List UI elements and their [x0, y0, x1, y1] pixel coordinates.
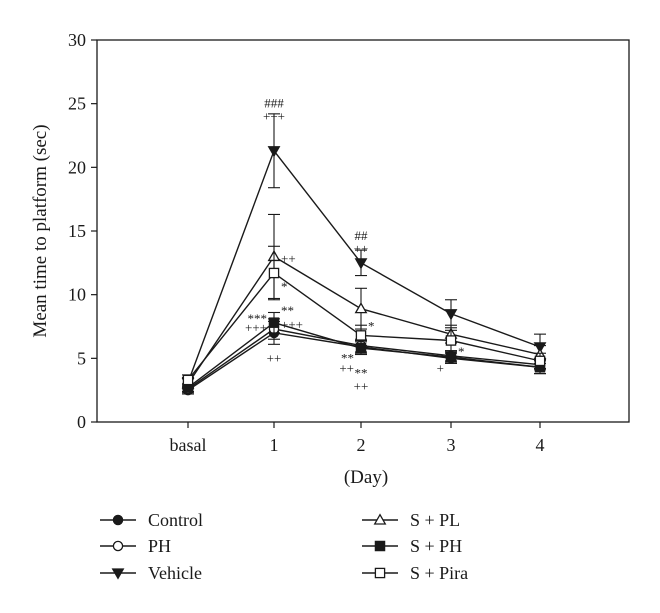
- annotation-15: ++: [354, 378, 369, 393]
- axes: 0 5 10 15 20 25 30 basal 1 2 3 4: [68, 30, 630, 455]
- legend-label-0: Control: [148, 510, 203, 530]
- annotation-9: ##: [355, 228, 369, 243]
- legend-item-1: PH: [100, 536, 171, 556]
- legend-marker-5: [374, 567, 386, 579]
- series-5-point-0: [182, 374, 194, 386]
- series-5-point-3: [445, 335, 457, 346]
- annotation-7: +++: [281, 317, 303, 332]
- series-5-point-2: [355, 330, 367, 341]
- annotation-12: **: [341, 350, 354, 365]
- series-5-point-4: [534, 355, 546, 367]
- series-5: [182, 245, 546, 386]
- legend-marker-4: [374, 540, 386, 552]
- annotation-13: ++: [339, 361, 354, 376]
- y-tick-label-6: 30: [68, 30, 86, 50]
- y-tick-label-5: 25: [68, 94, 86, 114]
- series-5-point-1: [268, 267, 280, 279]
- x-tick-label-2: 2: [357, 435, 366, 455]
- series-2-point-2: [354, 258, 368, 270]
- legend-label-2: Vehicle: [148, 563, 202, 583]
- annotation-16: *: [458, 344, 465, 359]
- legend-marker-3: [373, 513, 387, 525]
- y-axis-label: Mean time to platform (sec): [30, 124, 51, 337]
- x-tick-label-4: 4: [536, 435, 545, 455]
- annotation-11: *: [368, 319, 375, 334]
- legend-item-3: S + PL: [362, 510, 460, 530]
- annotation-6: +++: [245, 320, 267, 335]
- legend-label-4: S + PH: [410, 536, 462, 556]
- series-layer: [181, 113, 547, 396]
- legend: Control PH Vehicle S + PL S + PH S + Pira: [100, 510, 468, 583]
- x-tick-label-0: basal: [170, 435, 207, 455]
- series-4-point-1: [268, 317, 280, 328]
- annotation-5: ***: [248, 311, 268, 326]
- annotation-8: ++: [267, 350, 282, 365]
- annotation-2: ++: [281, 251, 296, 266]
- x-axis-label: (Day): [344, 467, 388, 488]
- legend-item-2: Vehicle: [100, 563, 202, 583]
- legend-marker-0: [112, 514, 124, 526]
- annotation-10: ++: [354, 241, 369, 256]
- y-tick-label-2: 10: [68, 285, 86, 305]
- legend-label-3: S + PL: [410, 510, 460, 530]
- legend-item-5: S + Pira: [362, 563, 468, 583]
- x-tick-label-3: 3: [447, 435, 456, 455]
- series-2-point-1: [267, 146, 281, 158]
- series-2-point-3: [444, 309, 458, 321]
- legend-item-4: S + PH: [362, 536, 462, 556]
- y-tick-label-3: 15: [68, 221, 86, 241]
- annotations: ###+++++******+++ +++++##++***++ **++*+: [245, 96, 465, 394]
- annotation-3: *: [281, 279, 288, 294]
- y-tick-label-4: 20: [68, 157, 86, 177]
- annotation-4: **: [281, 303, 294, 318]
- y-tick-label-1: 5: [77, 348, 86, 368]
- legend-marker-2: [111, 568, 125, 580]
- legend-item-0: Control: [100, 510, 203, 530]
- annotation-0: ###: [264, 96, 284, 111]
- annotation-14: **: [355, 366, 368, 381]
- legend-label-5: S + Pira: [410, 563, 468, 583]
- legend-label-1: PH: [148, 536, 171, 556]
- legend-marker-1: [112, 540, 124, 552]
- y-tick-label-0: 0: [77, 412, 86, 432]
- series-4-point-3: [445, 351, 457, 363]
- series-3-point-2: [354, 302, 368, 314]
- annotation-1: +++: [263, 108, 285, 123]
- x-tick-label-1: 1: [270, 435, 279, 455]
- annotation-17: +: [437, 361, 444, 376]
